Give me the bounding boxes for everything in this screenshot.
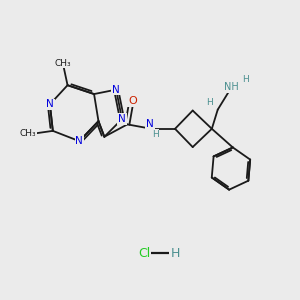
Text: N: N [146,119,154,129]
Text: Cl: Cl [138,247,150,260]
Text: N: N [112,85,120,94]
Text: H: H [206,98,213,107]
Text: N: N [76,136,83,146]
Text: CH₃: CH₃ [20,129,36,138]
Text: NH: NH [224,82,238,92]
Text: CH₃: CH₃ [55,58,71,68]
Text: H: H [170,247,180,260]
Text: N: N [46,99,54,110]
Text: H: H [242,75,249,84]
Text: N: N [118,114,126,124]
Text: O: O [128,96,137,106]
Text: H: H [152,130,159,139]
